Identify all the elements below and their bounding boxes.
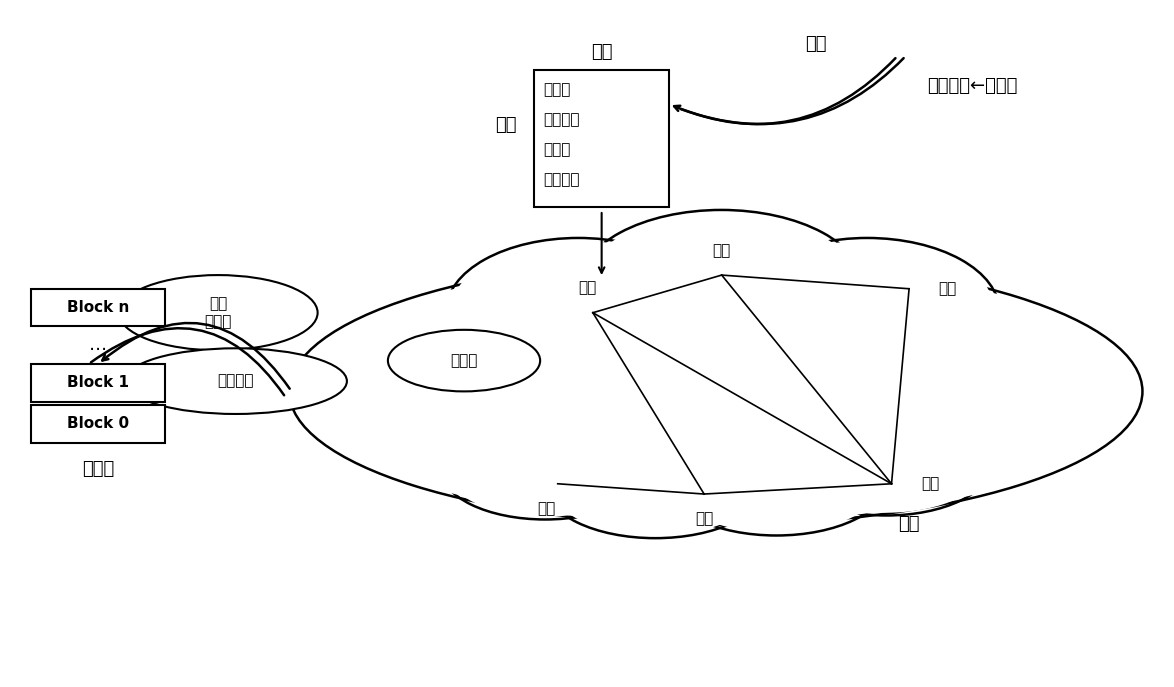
Ellipse shape: [387, 330, 540, 392]
Text: Block 0: Block 0: [67, 416, 129, 431]
Ellipse shape: [377, 314, 587, 447]
Text: 节点: 节点: [938, 281, 957, 296]
Bar: [31, 289, 166, 326]
Ellipse shape: [382, 317, 582, 444]
Text: 节点: 节点: [713, 243, 731, 258]
Text: …: …: [89, 336, 107, 354]
Text: 签名: 签名: [495, 115, 517, 133]
Ellipse shape: [445, 421, 645, 517]
Text: 公私钥对←投票人: 公私钥对←投票人: [926, 77, 1017, 95]
Text: 节点: 节点: [695, 511, 714, 526]
Text: 输入：: 输入：: [544, 82, 571, 97]
Ellipse shape: [740, 240, 994, 382]
Text: 目标地址: 目标地址: [544, 172, 580, 188]
Ellipse shape: [119, 275, 318, 350]
Ellipse shape: [446, 238, 710, 385]
Ellipse shape: [579, 210, 864, 365]
Ellipse shape: [451, 240, 706, 382]
Ellipse shape: [294, 260, 1138, 522]
Text: 组织机构: 组织机构: [217, 374, 254, 389]
Ellipse shape: [124, 348, 346, 414]
Text: 区块链: 区块链: [82, 460, 114, 478]
Text: 节点: 节点: [537, 501, 555, 516]
Text: 节点: 节点: [920, 476, 939, 491]
Ellipse shape: [842, 304, 1074, 453]
Text: 投票人: 投票人: [451, 353, 478, 368]
Ellipse shape: [545, 431, 765, 538]
Text: 产生: 产生: [804, 35, 826, 53]
Ellipse shape: [672, 431, 882, 532]
Ellipse shape: [782, 414, 991, 515]
Text: 节点: 节点: [578, 280, 596, 295]
Ellipse shape: [837, 301, 1079, 455]
Ellipse shape: [787, 417, 986, 513]
Text: Block n: Block n: [67, 300, 129, 315]
Ellipse shape: [440, 418, 649, 519]
Text: Block 1: Block 1: [67, 375, 129, 390]
Ellipse shape: [667, 429, 886, 535]
Ellipse shape: [289, 258, 1142, 525]
Ellipse shape: [735, 238, 999, 385]
Ellipse shape: [583, 213, 859, 362]
Bar: [31, 364, 166, 402]
Text: 矿工: 矿工: [898, 515, 920, 532]
Ellipse shape: [549, 434, 761, 535]
Text: 输出：: 输出：: [544, 142, 571, 157]
Bar: [534, 70, 669, 207]
Text: 交易: 交易: [591, 43, 613, 61]
Text: 本次交易: 本次交易: [544, 112, 580, 127]
Text: 可信
第三方: 可信 第三方: [204, 296, 231, 330]
Bar: [31, 405, 166, 442]
